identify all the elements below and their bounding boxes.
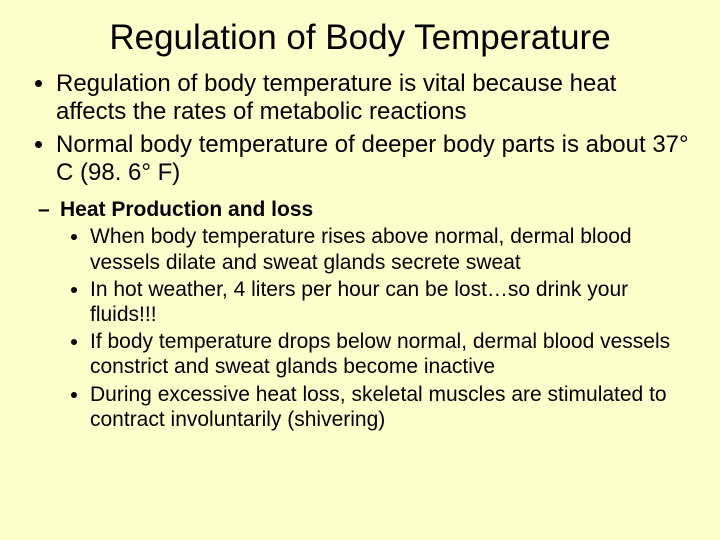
- bullet-item: During excessive heat loss, skeletal mus…: [90, 382, 690, 432]
- slide-title: Regulation of Body Temperature: [30, 18, 690, 58]
- bullet-item: In hot weather, 4 liters per hour can be…: [90, 277, 690, 327]
- bullet-item: Regulation of body temperature is vital …: [56, 70, 690, 127]
- bullet-item: When body temperature rises above normal…: [90, 224, 690, 274]
- bullet-item: If body temperature drops below normal, …: [90, 329, 690, 379]
- bullet-list-level2: Heat Production and loss When body tempe…: [30, 197, 690, 432]
- sub-heading: Heat Production and loss When body tempe…: [60, 197, 690, 432]
- slide: Regulation of Body Temperature Regulatio…: [0, 0, 720, 540]
- bullet-item: Normal body temperature of deeper body p…: [56, 131, 690, 188]
- bullet-list-level1: Regulation of body temperature is vital …: [30, 70, 690, 187]
- bullet-list-level3: When body temperature rises above normal…: [60, 224, 690, 432]
- sub-heading-text: Heat Production and loss: [60, 198, 313, 221]
